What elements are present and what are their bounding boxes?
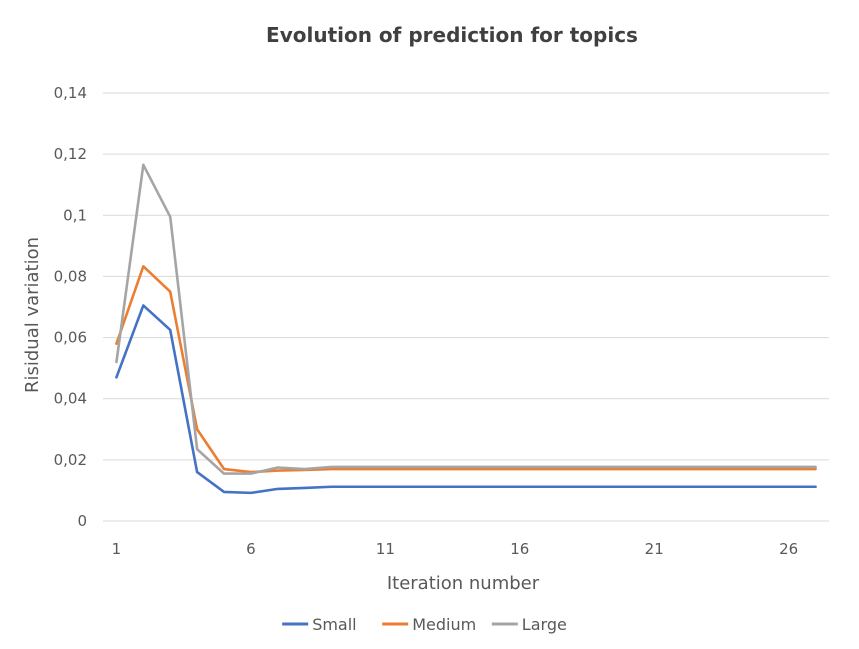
series-line-small (115, 304, 817, 495)
series-lines (115, 163, 817, 495)
y-tick-label: 0 (77, 512, 87, 530)
chart-title: Evolution of prediction for topics (266, 23, 638, 47)
y-tick-label: 0,12 (54, 145, 87, 163)
legend-label: Small (312, 615, 356, 634)
x-tick-label: 1 (112, 540, 122, 558)
series-line-large (115, 163, 817, 475)
x-axis-ticks: 1 6 11 16 21 26 (112, 540, 799, 558)
y-tick-label: 0,06 (54, 329, 87, 347)
series-line-medium (115, 265, 817, 474)
legend-item-large: Large (491, 615, 567, 634)
x-tick-label: 16 (510, 540, 529, 558)
gridlines (103, 92, 829, 522)
legend-label: Large (522, 615, 567, 634)
y-tick-label: 0,14 (54, 84, 87, 102)
y-tick-label: 0,02 (54, 451, 87, 469)
y-tick-label: 0,04 (54, 390, 87, 408)
legend-label: Medium (412, 615, 476, 634)
y-axis-ticks: 0 0,02 0,04 0,06 0,08 0,1 0,12 0,14 (54, 84, 87, 530)
y-tick-label: 0,1 (63, 206, 87, 224)
y-tick-label: 0,08 (54, 267, 87, 285)
x-axis-title: Iteration number (387, 573, 540, 594)
legend-item-medium: Medium (382, 615, 476, 634)
x-tick-label: 6 (246, 540, 256, 558)
legend: Small Medium Large (282, 615, 567, 634)
legend-item-small: Small (282, 615, 357, 634)
x-tick-label: 11 (376, 540, 395, 558)
y-axis-title: Risidual variation (22, 237, 43, 393)
x-tick-label: 21 (645, 540, 664, 558)
x-tick-label: 26 (779, 540, 798, 558)
